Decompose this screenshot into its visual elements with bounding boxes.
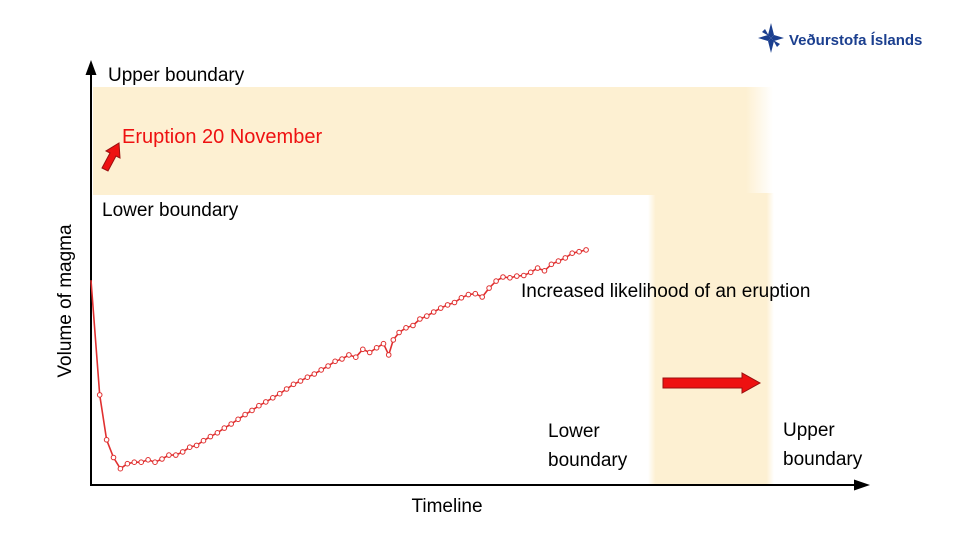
data-point	[514, 273, 520, 279]
upper-boundary-right-line2: boundary	[783, 449, 863, 470]
data-point	[138, 459, 144, 466]
data-point	[385, 352, 392, 358]
data-point	[228, 421, 234, 427]
data-point	[159, 456, 165, 462]
data-point	[207, 433, 214, 440]
data-point	[131, 459, 138, 466]
data-point	[110, 454, 117, 461]
data-point	[479, 294, 486, 300]
data-point	[339, 356, 345, 362]
data-point	[311, 371, 318, 377]
data-point	[410, 322, 416, 329]
data-point	[186, 444, 193, 451]
data-point	[256, 402, 262, 409]
data-point	[486, 285, 492, 291]
data-point	[417, 316, 423, 322]
data-point	[193, 442, 200, 449]
data-point	[297, 378, 304, 384]
data-point	[380, 340, 387, 347]
upper-lower-boundary-band	[93, 87, 773, 195]
data-point	[583, 247, 589, 253]
data-point	[346, 352, 352, 358]
data-point	[360, 346, 366, 353]
data-point	[396, 329, 402, 336]
data-point	[562, 255, 569, 261]
vi-cross-logo-icon	[758, 23, 784, 53]
data-point	[527, 269, 534, 276]
eruption-arrow-icon	[101, 142, 121, 172]
data-point	[290, 381, 297, 388]
y-axis	[85, 60, 97, 486]
data-point	[458, 295, 465, 301]
lower-boundary-top-label: Lower boundary	[102, 200, 239, 221]
x-axis-label: Timeline	[411, 496, 482, 517]
data-point	[242, 411, 248, 418]
data-point	[493, 278, 499, 284]
data-point	[103, 437, 110, 443]
eruption-label: Eruption 20 November	[122, 126, 322, 148]
data-point	[451, 299, 458, 306]
likelihood-arrow-icon	[662, 372, 762, 394]
data-point	[500, 274, 506, 280]
upper-boundary-right-label: Upper boundary	[783, 420, 863, 470]
data-point	[304, 374, 311, 381]
data-point	[249, 407, 255, 414]
data-point	[96, 392, 103, 398]
series-line	[90, 249, 587, 470]
data-point	[373, 345, 380, 351]
data-point	[424, 313, 430, 319]
data-point	[235, 416, 241, 423]
data-point	[465, 291, 472, 298]
data-point	[318, 367, 325, 373]
data-point	[173, 452, 179, 458]
data-point	[270, 395, 276, 401]
lower-boundary-right-label: Lower boundary	[548, 421, 628, 471]
data-point	[200, 437, 207, 444]
logo: Veðurstofa Íslands	[758, 23, 922, 53]
data-point	[179, 449, 186, 455]
lower-boundary-right-line2: boundary	[548, 450, 628, 471]
data-point	[214, 430, 221, 436]
data-point	[221, 425, 228, 431]
data-point	[576, 248, 582, 255]
data-point	[117, 465, 124, 472]
data-point	[555, 258, 562, 264]
upper-boundary-right-line1: Upper	[783, 420, 835, 441]
data-point	[276, 390, 283, 397]
data-point	[145, 457, 151, 463]
data-point	[403, 325, 409, 331]
data-point	[152, 459, 158, 466]
data-point	[507, 275, 513, 281]
data-point	[332, 358, 338, 365]
data-point	[437, 305, 444, 311]
data-point	[366, 349, 373, 356]
logo-text: Veðurstofa Íslands	[789, 32, 922, 49]
data-point	[124, 460, 131, 467]
data-point	[283, 386, 290, 392]
data-point	[569, 250, 576, 256]
data-point	[541, 268, 548, 274]
lower-boundary-right-line1: Lower	[548, 421, 600, 442]
data-point	[166, 452, 172, 458]
data-point	[390, 337, 397, 343]
data-point	[521, 272, 527, 279]
y-axis-label: Volume of magma	[55, 224, 76, 378]
data-point	[430, 309, 437, 315]
upper-boundary-top-label: Upper boundary	[108, 65, 245, 86]
data-point	[263, 399, 269, 405]
data-point	[444, 302, 451, 308]
likelihood-label: Increased likelihood of an eruption	[521, 281, 810, 302]
data-point	[472, 290, 479, 297]
eruption-likelihood-band	[648, 193, 774, 485]
x-axis-arrowhead	[854, 479, 870, 491]
data-point	[325, 363, 331, 369]
data-point	[353, 354, 359, 361]
y-axis-arrowhead	[85, 60, 97, 75]
data-point	[548, 261, 555, 268]
series-layer	[90, 247, 589, 472]
x-axis	[90, 479, 870, 491]
data-point	[534, 265, 541, 271]
